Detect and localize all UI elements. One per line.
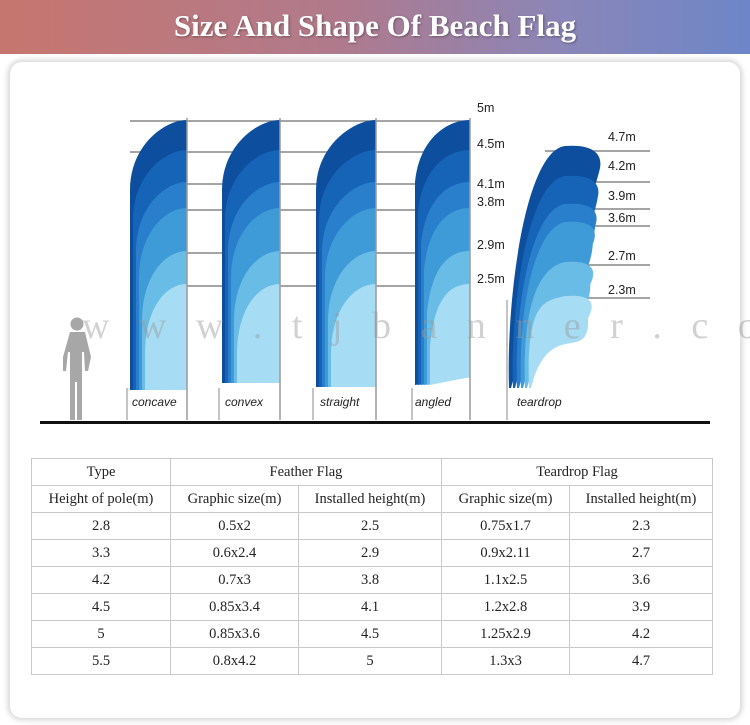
flag-band [237, 284, 280, 383]
table-row: 2.8 0.5x2 2.5 0.75x1.7 2.3 [31, 512, 713, 540]
ground-line [40, 421, 710, 424]
height-label: 2.3m [608, 283, 636, 297]
table-cell: 0.85x3.6 [170, 620, 299, 648]
feather-installed-header: Installed height(m) [298, 485, 442, 513]
flag-name-label: concave [132, 395, 177, 409]
table-row: 4.2 0.7x3 3.8 1.1x2.5 3.6 [31, 566, 713, 594]
type-header: Type [31, 458, 171, 486]
flag-band [331, 284, 376, 387]
flag-size-diagram: w w w . t j b a n n e r . c o m 5m 4.5m 4.… [63, 101, 750, 420]
table-cell: 5 [298, 647, 442, 675]
table-cell: 1.1x2.5 [441, 566, 570, 594]
teardrop-graphic-header: Graphic size(m) [441, 485, 570, 513]
pole-height-header: Height of pole(m) [31, 485, 171, 513]
table-cell: 2.8 [31, 512, 171, 540]
table-cell: 1.2x2.8 [441, 593, 570, 621]
person-body [63, 332, 91, 420]
table-cell: 4.2 [569, 620, 713, 648]
table-cell: 2.7 [569, 539, 713, 567]
table-row: 5 0.85x3.6 4.5 1.25x2.9 4.2 [31, 620, 713, 648]
table-cell: 3.9 [569, 593, 713, 621]
height-label: 4.7m [608, 130, 636, 144]
table-cell: 4.1 [298, 593, 442, 621]
title-banner: Size And Shape Of Beach Flag [0, 0, 750, 54]
table-cell: 5 [31, 620, 171, 648]
table-cell: 4.5 [31, 593, 171, 621]
page-title: Size And Shape Of Beach Flag [173, 8, 577, 43]
table-cell: 0.75x1.7 [441, 512, 570, 540]
flag-name-label: angled [415, 395, 451, 409]
teardrop-flag-header: Teardrop Flag [441, 458, 713, 486]
table-cell: 2.3 [569, 512, 713, 540]
teardrop-installed-header: Installed height(m) [569, 485, 713, 513]
flag-name-label: teardrop [517, 395, 562, 409]
table-cell: 0.8x4.2 [170, 647, 299, 675]
height-label: 3.8m [477, 195, 505, 209]
flag-band [528, 295, 592, 388]
spec-table: Type Feather Flag Teardrop Flag Height o… [31, 458, 713, 675]
table-cell: 4.7 [569, 647, 713, 675]
height-label: 4.2m [608, 159, 636, 173]
table-row: 4.5 0.85x3.4 4.1 1.2x2.8 3.9 [31, 593, 713, 621]
person-silhouette [63, 317, 91, 420]
table-cell: 1.25x2.9 [441, 620, 570, 648]
table-cell: 2.9 [298, 539, 442, 567]
watermark-text: w w w . t j b a n n e r . c o m [82, 305, 750, 347]
flag-shapes [126, 118, 601, 420]
table-cell: 0.6x2.4 [170, 539, 299, 567]
table-cell: 1.3x3 [441, 647, 570, 675]
table-cell: 3.3 [31, 539, 171, 567]
height-labels: 5m 4.5m 4.1m 3.8m 2.9m 2.5m 4.7m 4.2m 3.9m 3.6m 2.… [477, 101, 636, 297]
height-label: 4.5m [477, 137, 505, 151]
table-row: 3.3 0.6x2.4 2.9 0.9x2.11 2.7 [31, 539, 713, 567]
spec-table-wrap: Type Feather Flag Teardrop Flag Height o… [31, 458, 713, 675]
height-label: 2.7m [608, 249, 636, 263]
table-cell: 3.8 [298, 566, 442, 594]
height-label: 4.1m [477, 177, 505, 191]
table-cell: 0.9x2.11 [441, 539, 570, 567]
table-cell: 4.2 [31, 566, 171, 594]
flag-band [430, 284, 470, 385]
table-cell: 0.5x2 [170, 512, 299, 540]
height-label: 2.9m [477, 238, 505, 252]
table-cell: 3.6 [569, 566, 713, 594]
table-cell: 2.5 [298, 512, 442, 540]
person-head [70, 317, 84, 331]
table-cell: 0.85x3.4 [170, 593, 299, 621]
table-group-row: Type Feather Flag Teardrop Flag [31, 458, 713, 486]
table-cell: 5.5 [31, 647, 171, 675]
flag-band [145, 284, 187, 390]
feather-graphic-header: Graphic size(m) [170, 485, 299, 513]
height-label: 3.9m [608, 189, 636, 203]
feather-flag-header: Feather Flag [170, 458, 442, 486]
table-cell: 4.5 [298, 620, 442, 648]
height-label: 2.5m [477, 272, 505, 286]
table-cell: 0.7x3 [170, 566, 299, 594]
height-label: 3.6m [608, 211, 636, 225]
flag-labels: concave convex straight angled teardrop [132, 395, 562, 409]
flag-name-label: straight [320, 395, 360, 409]
flag-name-label: convex [225, 395, 264, 409]
table-row: 5.5 0.8x4.2 5 1.3x3 4.7 [31, 647, 713, 675]
table-column-row: Height of pole(m) Graphic size(m) Instal… [31, 485, 713, 513]
height-label: 5m [477, 101, 494, 115]
